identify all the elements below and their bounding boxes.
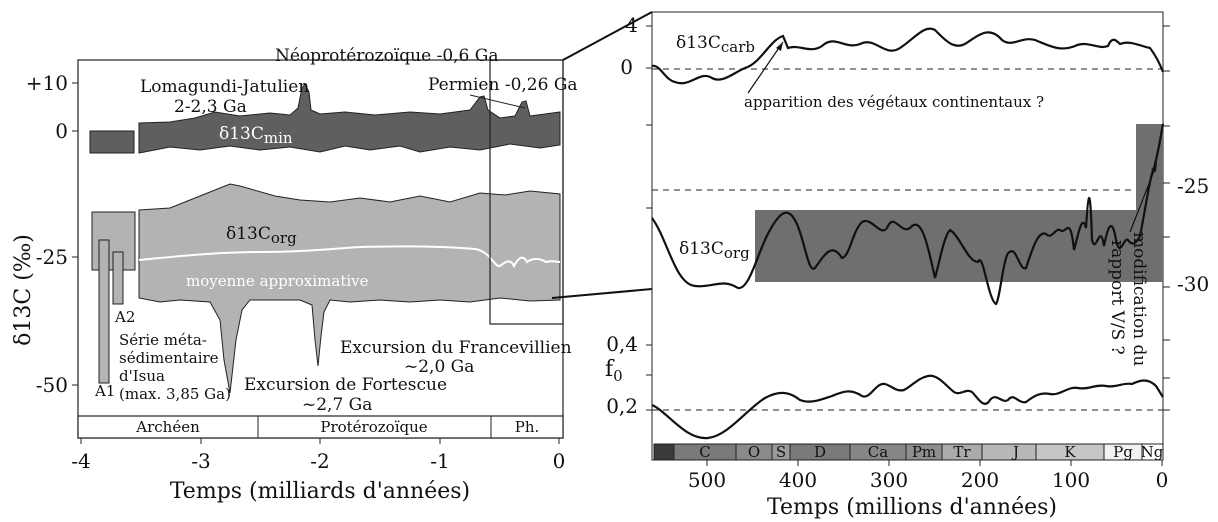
- period-bar: C O S D Ca Pm Tr J K Pg Ng: [653, 443, 1164, 461]
- right-xtick-label: 100: [1052, 468, 1090, 492]
- label-fortescue: Excursion de Fortescue: [244, 375, 447, 395]
- eon-archean: Archéen: [135, 418, 200, 436]
- a2-bar: [112, 251, 124, 305]
- left-ytick-label: +10: [26, 71, 68, 95]
- label-rapport-2: rapport V/S ?: [1107, 240, 1127, 355]
- corg-curve: [651, 123, 1165, 306]
- eon-phanerozoic: Ph.: [515, 418, 540, 436]
- label-corg-right: δ13Corg: [679, 239, 750, 262]
- left-ytick-label: -50: [36, 373, 68, 397]
- label-a2: A2: [114, 308, 135, 326]
- zoom-connector-bottom: [551, 288, 653, 299]
- label-lomagundi: Lomagundi-Jatulien: [140, 77, 309, 97]
- label-isua-2: sédimentaire: [119, 349, 219, 367]
- label-isua-3: d'Isua: [119, 367, 165, 385]
- left-panel: δ13C (‰) +10 0 -25 -50 Néoprotérozoïque …: [11, 46, 578, 504]
- corg-range-rect: [755, 210, 1136, 282]
- period-label: J: [1011, 443, 1019, 461]
- left-xtick-label: -1: [430, 449, 449, 473]
- rapport-arrowhead: [1151, 162, 1157, 172]
- left-y-ticks: +10 0 -25 -50: [26, 71, 78, 397]
- corg-band: [138, 183, 561, 394]
- left-x-ticks: -4 -3 -2 -1 0: [71, 438, 565, 473]
- vegetaux-arrow: [747, 41, 784, 94]
- cmin-archean-block: [89, 130, 135, 154]
- right-xtick-label: 0: [1156, 468, 1169, 492]
- right-xtick-label: 300: [870, 468, 908, 492]
- label-francevillien-age: ~2,0 Ga: [404, 357, 474, 377]
- right-left-tick-label: 0,4: [606, 332, 638, 356]
- right-right-ticks: -25 -30: [1163, 25, 1209, 411]
- ccarb-curve: [651, 27, 1165, 85]
- right-left-tick-label: 0,2: [606, 394, 638, 418]
- label-a1: A1: [94, 382, 115, 400]
- right-x-ticks: 500 400 300 200 100 0: [688, 460, 1168, 492]
- left-ytick-label: 0: [55, 119, 68, 143]
- period-label: D: [814, 443, 826, 461]
- right-left-tick-label: 0: [620, 55, 633, 79]
- label-isua-4: (max. 3,85 Ga): [119, 385, 231, 403]
- label-permien: Permien -0,26 Ga: [428, 75, 578, 95]
- average-line: [138, 245, 561, 269]
- right-right-tick-label: -30: [1177, 272, 1209, 296]
- eon-bar: Archéen Protérozoïque Ph.: [77, 415, 564, 439]
- label-cmin: δ13Cmin: [219, 124, 293, 147]
- label-moyenne: moyenne approximative: [186, 272, 369, 290]
- vegetaux-arrowhead: [776, 42, 783, 51]
- label-rapport-1: modification du: [1129, 232, 1149, 366]
- period-label: Ng: [1141, 443, 1164, 461]
- period-label: K: [1064, 443, 1076, 461]
- right-xtick-label: 200: [961, 468, 999, 492]
- right-right-tick-label: -25: [1177, 174, 1209, 198]
- right-xtick-label: 400: [779, 468, 817, 492]
- left-xtick-label: -3: [191, 449, 210, 473]
- zoom-connector-top: [562, 11, 653, 61]
- label-vegetaux: apparition des végétaux continentaux ?: [744, 93, 1044, 111]
- left-x-axis-label: Temps (milliards d'années): [170, 479, 470, 504]
- left-xtick-label: 0: [553, 449, 566, 473]
- right-x-axis-label: Temps (millions d'années): [767, 495, 1057, 520]
- permien-leader: [469, 94, 526, 109]
- phanerozoic-box: [489, 59, 564, 325]
- cmin-band: [138, 83, 561, 154]
- left-ytick-label: -25: [36, 245, 68, 269]
- rapport-arrow: [1129, 165, 1157, 233]
- period-label: Pm: [912, 443, 936, 461]
- left-xtick-label: -4: [71, 449, 90, 473]
- left-y-axis-label: δ13C (‰): [11, 234, 36, 346]
- right-panel: 4 0 0,4 0,2 f0 -25 -30: [605, 11, 1209, 520]
- right-left-ticks: 4 0 0,4 0,2: [606, 13, 652, 418]
- right-left-tick-label: 4: [625, 13, 638, 37]
- period-label: Pg: [1113, 443, 1133, 461]
- right-xtick-label: 500: [688, 468, 726, 492]
- period-label: O: [748, 443, 760, 461]
- period-label: C: [699, 443, 710, 461]
- label-ccarb: δ13Ccarb: [676, 33, 755, 56]
- period-label: Ca: [868, 443, 888, 461]
- f0-label: f0: [605, 357, 623, 385]
- period-label: S: [776, 443, 786, 461]
- label-fortescue-age: ~2,7 Ga: [302, 395, 372, 415]
- f0-curve: [651, 374, 1164, 440]
- a1-bar: [98, 239, 110, 384]
- period-label: Tr: [953, 443, 971, 461]
- label-corg: δ13Corg: [226, 224, 297, 247]
- label-francevillien: Excursion du Francevillien: [340, 338, 572, 358]
- label-isua-1: Série méta-: [119, 331, 207, 349]
- eon-proterozoic: Protérozoïque: [320, 418, 427, 436]
- left-xtick-label: -2: [310, 449, 329, 473]
- label-neoproterozoique: Néoprotérozoïque -0,6 Ga: [275, 46, 499, 66]
- label-lomagundi-age: 2-2,3 Ga: [174, 97, 247, 117]
